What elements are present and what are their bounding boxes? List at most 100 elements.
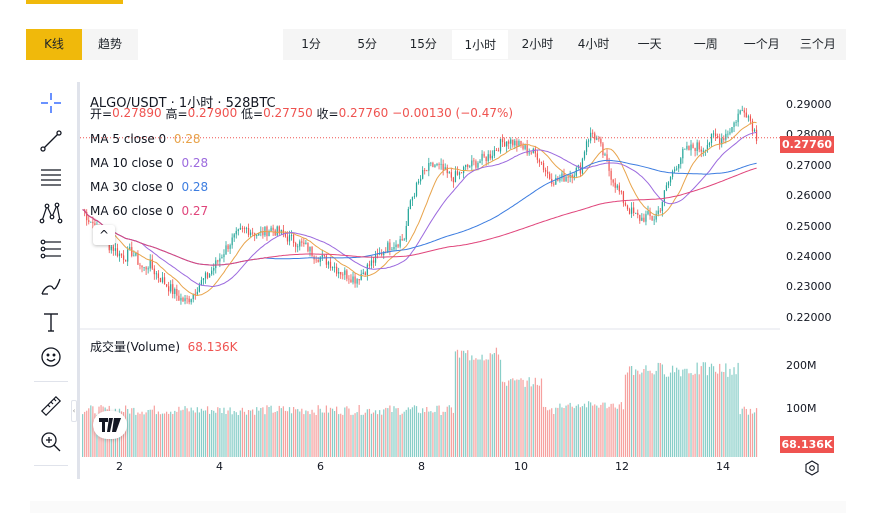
candle-body [387, 242, 389, 253]
price-tick: 0.23000 [786, 280, 832, 293]
interval-1m[interactable]: 1分 [301, 37, 321, 51]
candle-body [471, 160, 473, 167]
candle-body [469, 166, 471, 168]
candle-body [141, 265, 143, 268]
candle-body [368, 264, 371, 266]
interval-5m[interactable]: 5分 [357, 37, 377, 51]
interval-3mo[interactable]: 三个月 [799, 37, 836, 51]
candle-body [366, 264, 368, 275]
candle-body [245, 228, 248, 229]
volume-bar [450, 407, 452, 457]
candle-body [120, 253, 123, 256]
candle-body [186, 298, 188, 300]
scroll-left-handle[interactable]: ‹ [71, 400, 77, 422]
candle-body [370, 260, 373, 266]
candle-body [587, 140, 590, 142]
volume-bar [383, 409, 385, 457]
candle-body [159, 278, 162, 283]
fib-levels-icon[interactable] [38, 236, 64, 262]
candle-body [229, 245, 231, 249]
candle-body [204, 272, 207, 279]
volume-bar [587, 401, 590, 457]
candle-body [426, 170, 428, 172]
horizontal-lines-icon[interactable] [38, 164, 64, 190]
tab-trend[interactable]: 趋势 [82, 29, 138, 60]
tab-kline[interactable]: K线 [26, 29, 82, 60]
volume-bar [192, 410, 194, 457]
ma30-value: 0.28 [181, 180, 209, 194]
interval-4h[interactable]: 4小时 [577, 37, 610, 51]
text-tool-icon[interactable] [38, 309, 64, 335]
interval-1mo[interactable]: 一个月 [743, 37, 780, 51]
volume-bar [680, 376, 682, 457]
ma60-legend[interactable]: MA 60 close 0 0.27 [90, 199, 513, 223]
volume-bar [674, 372, 676, 457]
interval-1h[interactable]: 1小时 [451, 29, 510, 60]
candle-body [163, 277, 166, 285]
ruler-icon[interactable] [38, 393, 64, 419]
candle-body [235, 230, 237, 235]
zoom-in-icon[interactable] [38, 429, 64, 455]
candle-body [149, 259, 151, 269]
candle-body [145, 267, 147, 270]
candle-body [86, 212, 88, 221]
collapse-legend-button[interactable]: ^ [93, 225, 115, 245]
interval-15m[interactable]: 15分 [409, 37, 437, 51]
crosshair-icon[interactable] [38, 90, 64, 116]
volume-bar [686, 368, 688, 457]
ma5-legend[interactable]: MA 5 close 0 0.28 [90, 127, 513, 151]
candle-body [376, 254, 379, 255]
volume-bar [573, 408, 575, 457]
interval-2h[interactable]: 2小时 [521, 37, 554, 51]
volume-bar [717, 373, 719, 457]
candle-body [290, 235, 293, 236]
volume-bar [618, 404, 620, 457]
brush-icon[interactable] [38, 273, 64, 299]
candle-body [442, 163, 444, 171]
candle-body [231, 237, 233, 246]
candle-body [272, 227, 274, 231]
volume-bar [712, 366, 715, 457]
trend-line-icon[interactable] [38, 128, 64, 154]
volume-bar [471, 355, 473, 457]
candle-body [690, 144, 692, 151]
volume-bar [239, 410, 241, 457]
ma10-legend[interactable]: MA 10 close 0 0.28 [90, 151, 513, 175]
volume-bar [501, 381, 504, 457]
interval-1w[interactable]: 一周 [693, 37, 718, 51]
candle-body [409, 200, 411, 210]
volume-bar [497, 354, 500, 457]
time-tick: 12 [615, 460, 629, 473]
volume-tick: 200M [786, 359, 817, 372]
interval-1d[interactable]: 一天 [637, 37, 662, 51]
candle-body [618, 185, 620, 192]
volume-bar [641, 372, 643, 457]
volume-bar [178, 406, 180, 457]
candle-body [686, 145, 688, 149]
candle-body [168, 286, 170, 292]
volume-bar [721, 371, 723, 457]
toolbar-divider [77, 82, 80, 479]
ma30-legend[interactable]: MA 30 close 0 0.28 [90, 175, 513, 199]
volume-bar [202, 410, 205, 457]
volume-bar [702, 362, 704, 457]
volume-bar [131, 408, 133, 457]
candle-body [630, 207, 633, 214]
candle-body [669, 177, 672, 183]
volume-bar [233, 411, 235, 457]
volume-bar [534, 377, 536, 457]
candle-body [598, 138, 600, 140]
tradingview-logo[interactable] [93, 411, 127, 439]
pattern-icon[interactable] [38, 200, 64, 226]
price-chart[interactable] [80, 82, 780, 462]
volume-bar [141, 411, 143, 457]
volume-bar [512, 378, 514, 457]
volume-bar [753, 412, 756, 457]
candle-body [129, 247, 131, 250]
volume-bar [594, 404, 596, 457]
settings-icon[interactable] [804, 460, 820, 476]
emoji-icon[interactable] [38, 344, 64, 370]
candle-body [391, 249, 393, 251]
volume-bar [305, 410, 307, 457]
volume-bar [682, 369, 684, 457]
